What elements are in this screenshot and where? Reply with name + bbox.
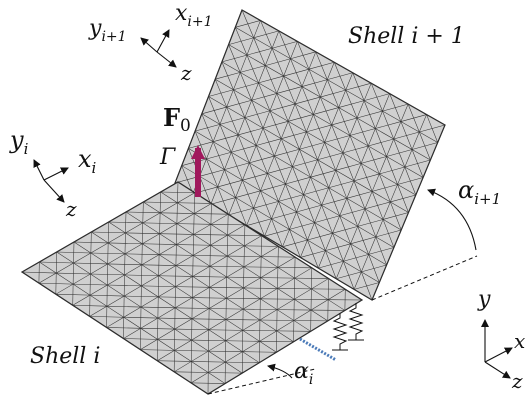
label-global-z: z — [511, 369, 523, 393]
mid-x-subscript: i — [92, 159, 97, 177]
axis-mid-z — [43, 179, 65, 203]
label-mid-x: xi — [78, 145, 97, 177]
alpha-top-symbol: α — [458, 176, 474, 204]
label-top-z: z — [180, 61, 192, 85]
axis-global-z — [484, 361, 511, 379]
alpha-top-subscript: i+1 — [474, 190, 501, 208]
alpha-bottom-symbol: α — [294, 359, 309, 384]
springs — [332, 303, 364, 351]
angle-arc-bottom — [267, 363, 293, 379]
mid-x-symbol: x — [78, 145, 92, 173]
spring-1 — [332, 313, 348, 350]
axis-top-x — [156, 29, 170, 53]
label-top-y: yi+1 — [88, 16, 127, 45]
axis-mid-x — [43, 167, 69, 181]
frame-global — [481, 319, 513, 379]
force-subscript: 0 — [180, 116, 191, 136]
label-alpha-bottom: αi — [294, 359, 313, 388]
axis-mid-y — [33, 159, 45, 181]
label-alpha-top: αi+1 — [458, 176, 501, 208]
mid-y-subscript: i — [24, 140, 29, 158]
label-shell-bottom: Shell i — [30, 344, 100, 369]
frame-top — [140, 29, 177, 68]
top-y-symbol: y — [88, 16, 102, 41]
label-global-y: y — [477, 287, 491, 312]
axis-top-z — [156, 51, 177, 68]
shell-upper-mesh — [174, 9, 446, 301]
mid-y-symbol: y — [9, 126, 24, 154]
dashed-extension-lower — [207, 368, 316, 395]
label-global-x: x — [514, 329, 525, 353]
spring-2 — [348, 303, 364, 340]
top-x-subscript: i+1 — [187, 14, 212, 30]
top-x-symbol: x — [175, 1, 188, 26]
label-shell-top: Shell i + 1 — [348, 24, 465, 49]
label-mid-z: z — [65, 197, 77, 221]
damper-strip — [299, 337, 337, 362]
label-mid-y: yi — [9, 126, 29, 158]
label-gamma: Γ — [159, 145, 176, 170]
label-top-x: xi+1 — [175, 1, 213, 30]
axis-top-y — [140, 37, 158, 53]
top-y-subscript: i+1 — [101, 29, 126, 45]
dashed-extension-upper — [371, 255, 478, 301]
axis-global-x — [484, 347, 513, 363]
label-force: F0 — [163, 103, 191, 136]
alpha-bottom-subscript: i — [309, 372, 313, 388]
frame-mid — [33, 159, 69, 203]
shell-lower-mesh — [20, 181, 364, 395]
construction-lines — [207, 255, 478, 395]
force-symbol: F — [163, 103, 180, 132]
angle-arc-top — [427, 188, 477, 251]
